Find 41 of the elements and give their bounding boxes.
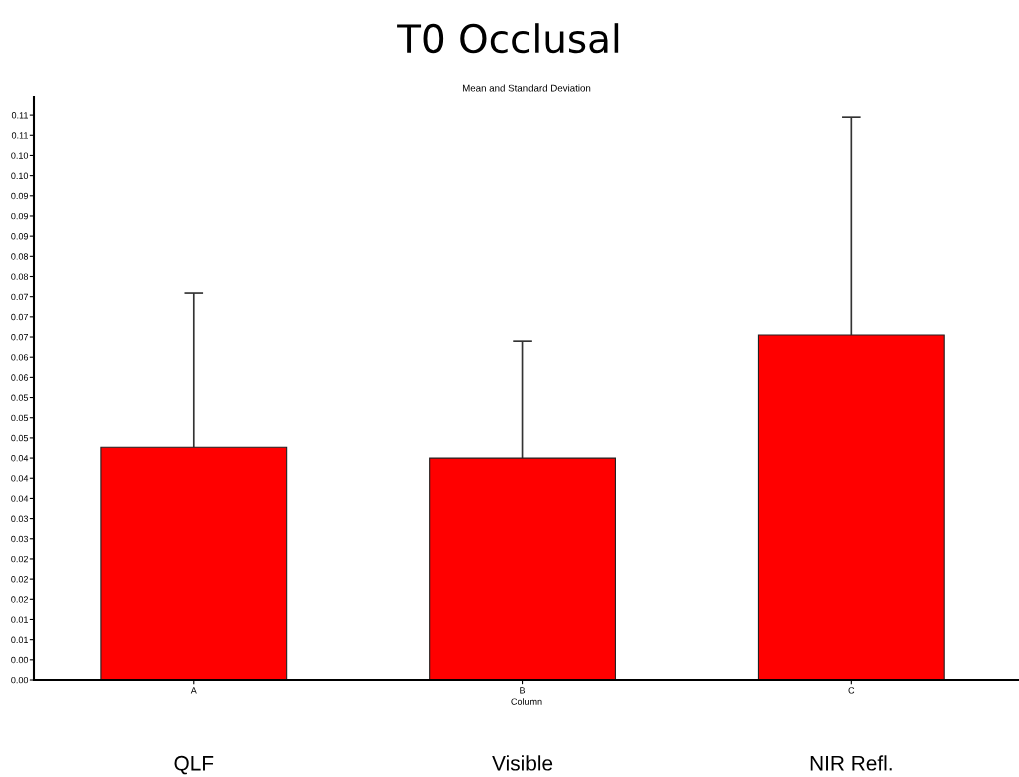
y-tick-label: 0.04	[11, 475, 29, 482]
y-tick-label: 0.10	[11, 172, 29, 179]
y-tick-label: 0.07	[11, 313, 28, 321]
y-tick-label: 0.07	[11, 293, 28, 301]
y-tick-label: 0.11	[11, 112, 29, 119]
y-tick-label: 0.00	[11, 676, 29, 684]
y-tick-label: 0.08	[11, 273, 29, 280]
y-tick-label: 0.02	[11, 555, 28, 563]
y-tick-label: 0.04	[11, 495, 29, 502]
y-tick-label: 0.06	[11, 354, 29, 361]
y-tick-label: 0.05	[11, 434, 29, 442]
x-tick-label: B	[520, 687, 526, 694]
x-tick-label: A	[190, 687, 197, 694]
y-tick-label: 0.11	[11, 132, 29, 139]
y-tick-label: 0.01	[11, 636, 29, 644]
y-tick-label: 0.02	[11, 596, 28, 603]
text: QLF	[174, 755, 214, 775]
y-tick-label: 0.08	[11, 253, 29, 260]
x-tick-label: C	[848, 687, 855, 694]
y-tick-label: 0.09	[11, 212, 29, 220]
x-axis-title: Column	[511, 698, 542, 705]
text: Visible	[492, 755, 553, 771]
chart-title: T0 Occlusal	[397, 23, 619, 54]
y-tick-label: 0.01	[11, 616, 29, 623]
bar	[100, 446, 288, 680]
bar	[429, 457, 616, 680]
chart-subtitle: Mean and Standard Deviation	[462, 84, 591, 92]
y-tick-label: 0.05	[11, 414, 29, 422]
y-tick-label: 0.07	[11, 334, 28, 341]
y-tick-label: 0.09	[11, 233, 29, 240]
y-tick-label: 0.10	[11, 152, 29, 159]
text: NIR Refl.	[810, 755, 892, 771]
y-tick-label: 0.06	[11, 374, 29, 381]
y-tick-label: 0.03	[11, 515, 29, 522]
y-tick-label: 0.04	[11, 455, 29, 462]
y-tick-label: 0.09	[11, 192, 29, 200]
bar	[757, 334, 945, 680]
y-tick-label: 0.05	[11, 394, 29, 401]
y-tick-label: 0.02	[11, 576, 28, 583]
y-tick-label: 0.03	[11, 535, 29, 543]
y-tick-label: 0.00	[11, 656, 29, 664]
